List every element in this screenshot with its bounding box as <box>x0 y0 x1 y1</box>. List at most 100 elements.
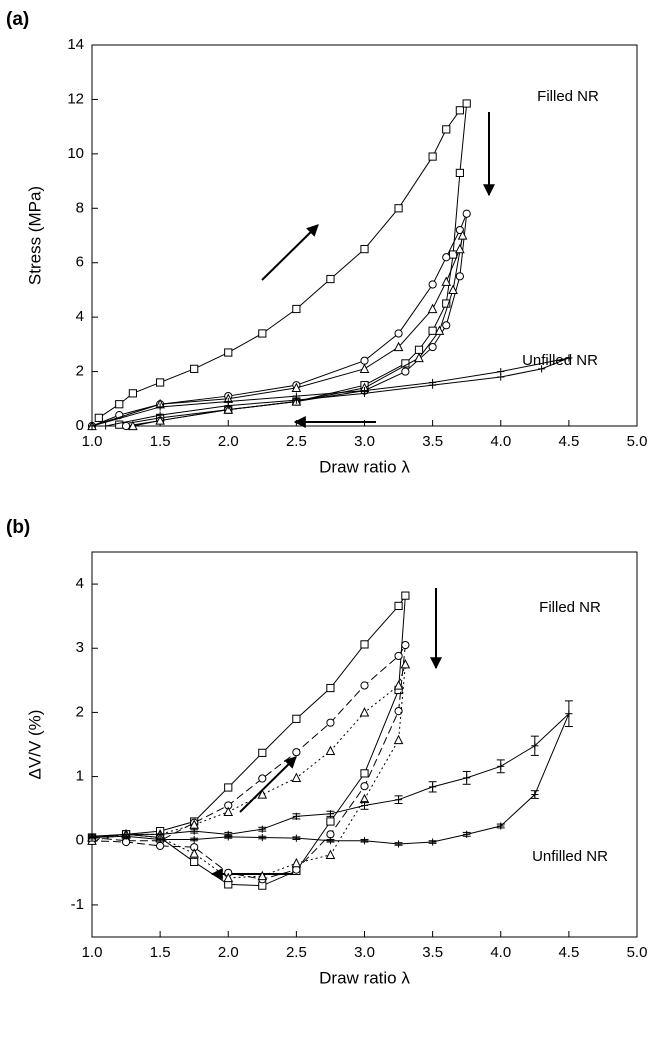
data-point <box>448 284 458 295</box>
data-point <box>224 783 233 792</box>
marker-square <box>428 152 437 161</box>
data-point <box>442 299 451 308</box>
marker-triangle <box>128 420 138 431</box>
data-point <box>497 822 505 830</box>
data-point <box>455 272 464 281</box>
data-point <box>360 640 369 649</box>
marker-square <box>190 857 199 867</box>
marker-square <box>258 329 267 338</box>
marker-triangle <box>291 857 302 868</box>
data-point <box>360 801 369 810</box>
data-point <box>360 681 369 690</box>
x-tick-label: 5.0 <box>627 944 648 961</box>
marker-triangle <box>189 848 200 858</box>
data-point <box>455 225 464 235</box>
data-point <box>441 276 452 286</box>
y-tick-label: 8 <box>76 199 84 216</box>
y-tick-label: 4 <box>76 308 84 325</box>
marker-square <box>115 400 124 409</box>
marker-circle <box>360 681 369 690</box>
data-point <box>360 245 369 254</box>
marker-circle <box>360 356 369 365</box>
data-point <box>258 774 267 783</box>
data-point <box>326 837 335 845</box>
panel-label: (b) <box>6 517 30 538</box>
x-tick-label: 4.5 <box>558 944 579 961</box>
data-point <box>463 774 471 782</box>
data-point <box>428 152 437 161</box>
marker-triangle <box>455 243 465 254</box>
y-axis-label: Stress (MPa) <box>25 186 44 285</box>
data-point <box>128 389 137 398</box>
data-point <box>359 363 370 373</box>
data-point <box>401 367 410 376</box>
data-point <box>102 422 110 430</box>
marker-triangle <box>257 789 268 799</box>
marker-circle <box>394 651 403 661</box>
arrow <box>239 756 297 813</box>
marker-circle <box>156 841 165 850</box>
x-tick-label: 2.0 <box>218 433 239 450</box>
marker-square <box>360 769 369 778</box>
x-tick-label: 3.5 <box>422 944 443 961</box>
marker-triangle <box>441 276 452 286</box>
marker-square <box>401 591 410 600</box>
marker-triangle <box>359 707 370 717</box>
marker-square <box>292 714 301 723</box>
data-point <box>223 404 234 414</box>
data-point <box>531 790 539 799</box>
data-point <box>394 840 403 848</box>
marker-circle <box>455 225 464 235</box>
data-point <box>326 274 335 284</box>
data-point <box>326 810 335 818</box>
marker-circle <box>442 253 451 262</box>
data-point <box>394 601 403 610</box>
marker-triangle <box>257 870 268 881</box>
data-point <box>531 742 539 750</box>
data-point <box>291 772 302 782</box>
data-point <box>224 833 232 841</box>
marker-triangle <box>393 341 404 352</box>
series-line <box>91 357 570 427</box>
marker-triangle <box>393 734 404 745</box>
data-point <box>190 364 199 373</box>
data-point <box>224 348 233 357</box>
marker-square <box>326 817 335 826</box>
data-point <box>223 872 234 883</box>
data-point <box>258 825 266 833</box>
data-point <box>442 253 451 262</box>
data-point <box>326 683 335 693</box>
y-tick-label: 0 <box>76 417 84 434</box>
data-point <box>462 209 471 218</box>
data-point <box>292 748 301 757</box>
data-point <box>414 352 424 363</box>
data-point <box>292 396 300 404</box>
y-tick-label: -1 <box>71 896 84 913</box>
data-point <box>292 714 301 723</box>
data-point <box>326 830 335 839</box>
data-point <box>400 658 411 669</box>
data-point <box>156 411 164 419</box>
data-point <box>190 835 198 844</box>
data-point <box>292 304 301 314</box>
panel-label: (a) <box>6 9 29 30</box>
marker-triangle <box>155 415 165 425</box>
data-point <box>189 848 200 858</box>
data-point <box>455 106 464 115</box>
data-point <box>497 762 505 770</box>
arrow <box>261 224 319 281</box>
series-line <box>91 593 407 887</box>
marker-circle <box>121 421 131 431</box>
annotation: Filled NR <box>539 599 601 616</box>
marker-square <box>455 106 464 115</box>
marker-square <box>258 748 267 757</box>
annotation: Unfilled NR <box>532 848 608 865</box>
data-point <box>88 833 96 842</box>
data-point <box>155 415 165 425</box>
marker-triangle <box>427 303 438 314</box>
data-point <box>326 817 335 826</box>
data-point <box>326 718 335 727</box>
marker-square <box>94 413 103 422</box>
data-point <box>325 849 336 859</box>
